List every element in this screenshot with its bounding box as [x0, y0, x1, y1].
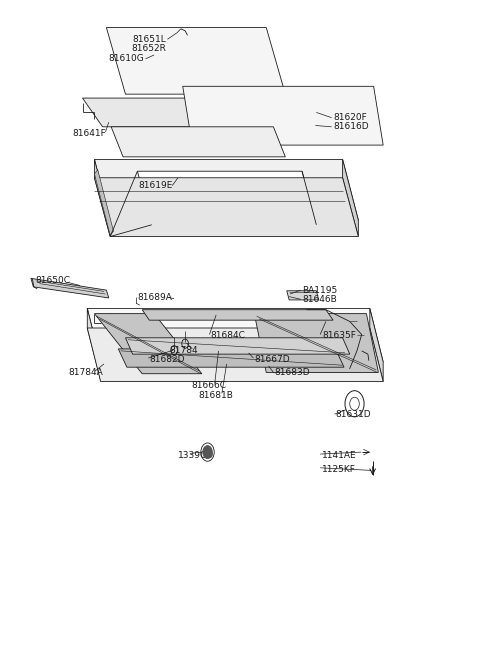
Polygon shape [83, 98, 265, 127]
Text: 81616D: 81616D [333, 122, 369, 131]
Polygon shape [87, 308, 101, 380]
Text: BA1195: BA1195 [302, 285, 337, 295]
Text: 81631D: 81631D [336, 410, 371, 419]
Text: 81651L: 81651L [132, 35, 166, 44]
Text: 1141AE: 1141AE [322, 451, 357, 460]
Polygon shape [95, 159, 359, 220]
Text: 1339CD: 1339CD [178, 451, 214, 460]
Polygon shape [95, 314, 202, 374]
Text: 81650C: 81650C [36, 276, 71, 285]
Text: 81681B: 81681B [198, 392, 233, 400]
Polygon shape [142, 310, 333, 320]
Polygon shape [370, 308, 383, 382]
Polygon shape [107, 28, 285, 94]
Text: 81667D: 81667D [254, 355, 290, 364]
Polygon shape [183, 87, 383, 145]
Text: 81682D: 81682D [149, 355, 185, 364]
Polygon shape [111, 127, 285, 157]
Polygon shape [287, 291, 319, 300]
Text: 81784A: 81784A [68, 368, 103, 377]
Text: 1125KF: 1125KF [322, 464, 356, 474]
Text: 81666C: 81666C [192, 381, 227, 390]
Polygon shape [31, 278, 109, 298]
Circle shape [203, 445, 212, 459]
Text: 81619E: 81619E [139, 181, 173, 190]
Polygon shape [87, 328, 383, 382]
Text: 81620F: 81620F [333, 113, 367, 122]
Text: 81689A: 81689A [137, 293, 172, 302]
Text: 81652R: 81652R [131, 44, 166, 53]
Text: 81635F: 81635F [322, 331, 356, 340]
Polygon shape [118, 349, 344, 367]
Polygon shape [87, 308, 383, 362]
Text: 81784: 81784 [169, 346, 198, 355]
Text: 81684C: 81684C [210, 331, 245, 340]
Text: 81641F: 81641F [72, 129, 107, 138]
Polygon shape [125, 338, 350, 354]
Polygon shape [95, 170, 114, 236]
Polygon shape [95, 159, 110, 237]
Polygon shape [254, 314, 378, 373]
Text: 81610G: 81610G [109, 54, 144, 64]
Polygon shape [137, 171, 316, 225]
Text: 81646B: 81646B [302, 295, 337, 304]
Polygon shape [343, 159, 359, 237]
Text: 81683D: 81683D [275, 368, 310, 377]
Polygon shape [95, 178, 359, 237]
